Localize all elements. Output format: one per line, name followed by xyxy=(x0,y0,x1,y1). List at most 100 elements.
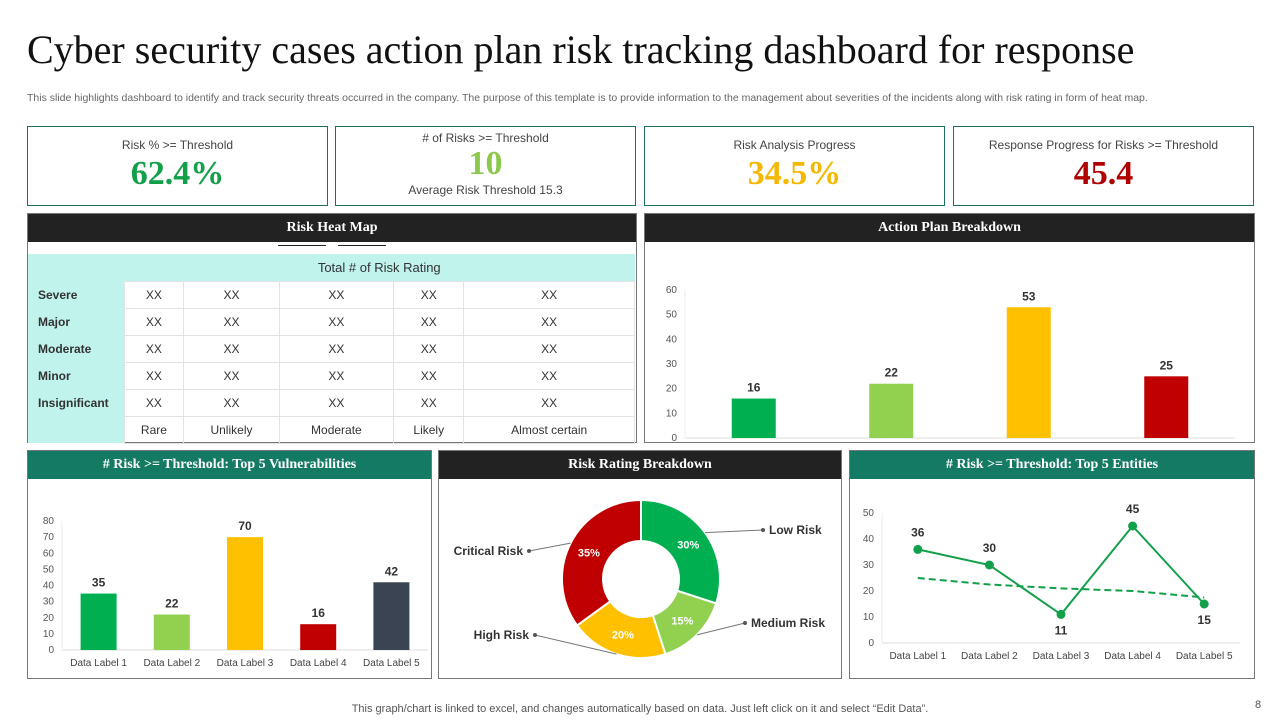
heatmap-cell: XX xyxy=(183,334,280,363)
panel-title: # Risk >= Threshold: Top 5 Vulnerabiliti… xyxy=(28,451,431,479)
column-label: Likely xyxy=(393,415,465,444)
x-tick-label: Data Label 2 xyxy=(961,651,1018,662)
bar xyxy=(227,537,263,650)
data-label: 11 xyxy=(1055,623,1068,637)
data-label: 15 xyxy=(1198,613,1212,627)
y-tick-label: 70 xyxy=(43,532,55,543)
data-label: 53 xyxy=(1022,289,1036,303)
y-tick-label: 0 xyxy=(671,433,677,442)
kpi-label: # of Risks >= Threshold xyxy=(422,131,549,145)
slice-value-label: 30% xyxy=(677,540,699,552)
leader-line xyxy=(528,542,571,552)
heatmap-cell: XX xyxy=(278,307,395,336)
heatmap-cell: XX xyxy=(393,361,465,390)
heatmap-cell: XX xyxy=(393,334,465,363)
heatmap-row: Insignificant XX XX XX XX XX xyxy=(28,388,635,417)
panel-title: Action Plan Breakdown xyxy=(645,214,1254,242)
action-plan-panel: Action Plan Breakdown 010203040506016Pre… xyxy=(644,213,1255,457)
series-line xyxy=(917,524,1205,616)
data-label: 30 xyxy=(983,541,997,555)
x-tick-label: Data Label 1 xyxy=(70,658,127,669)
y-tick-label: 20 xyxy=(863,586,875,597)
y-tick-label: 30 xyxy=(863,560,875,571)
panel-title: Risk Rating Breakdown xyxy=(439,451,841,479)
y-tick-label: 0 xyxy=(48,645,54,656)
leader-line xyxy=(534,634,617,655)
kpi-label: Response Progress for Risks >= Threshold xyxy=(988,138,1219,152)
donut-slice xyxy=(561,498,642,627)
data-point xyxy=(1199,599,1209,609)
heatmap-cell: XX xyxy=(393,280,465,309)
row-label: Major xyxy=(28,308,124,335)
heatmap-cell: XX xyxy=(278,334,395,363)
data-point xyxy=(913,544,923,554)
bar xyxy=(80,593,117,650)
bar xyxy=(1144,376,1189,438)
column-label: Unlikely xyxy=(183,415,280,444)
kpi-value: 62.4% xyxy=(130,155,225,192)
leader-dot xyxy=(743,621,747,625)
leader-line xyxy=(696,622,746,636)
heatmap-cell: XX xyxy=(463,307,635,336)
kpi-value: 34.5% xyxy=(747,155,842,192)
y-tick-label: 10 xyxy=(863,612,875,623)
heatmap-cell: XX xyxy=(278,361,395,390)
x-tick-label: Data Label 5 xyxy=(1176,651,1233,662)
kpi-label: Risk % >= Threshold xyxy=(121,138,234,152)
page-subtitle: This slide highlights dashboard to ident… xyxy=(27,92,1148,104)
vulnerabilities-chart: 0 10 20 30 40 50 60 70 80 35 Data Label 1 22 Data La… xyxy=(43,516,428,669)
slice-category-label: High Risk xyxy=(474,628,530,642)
y-tick-label: 50 xyxy=(666,310,678,321)
y-tick-label: 30 xyxy=(43,597,55,608)
heatmap-cell: XX xyxy=(123,334,185,363)
y-tick-label: 80 xyxy=(43,516,55,527)
action-plan-chart: 010203040506016Preferred22Implemented53P… xyxy=(666,285,1235,457)
y-tick-label: 10 xyxy=(666,408,678,419)
leader-line xyxy=(704,529,764,534)
page-number: 8 xyxy=(1255,699,1262,711)
data-label: 22 xyxy=(165,597,179,611)
y-tick-label: 60 xyxy=(43,548,55,559)
y-tick-label: 40 xyxy=(863,534,875,545)
bar xyxy=(731,398,776,438)
heatmap-cell: XX xyxy=(183,307,280,336)
donut-slice xyxy=(640,498,721,605)
heatmap-cell: XX xyxy=(278,388,395,417)
data-point xyxy=(1128,521,1138,531)
bar xyxy=(300,624,337,650)
bar xyxy=(373,582,410,650)
y-tick-label: 50 xyxy=(863,508,875,519)
y-tick-label: 10 xyxy=(43,629,55,640)
y-tick-label: 20 xyxy=(666,384,678,395)
bar xyxy=(869,383,914,438)
column-label: Almost certain xyxy=(463,415,635,444)
data-label: 16 xyxy=(747,381,761,395)
heatmap-cell: XX xyxy=(183,280,280,309)
kpi-value: 45.4 xyxy=(1073,155,1134,192)
slice-value-label: 35% xyxy=(578,547,600,559)
row-label: Insignificant xyxy=(28,389,124,416)
kpi-risk-count: # of Risks >= Threshold 10 Average Risk … xyxy=(335,126,636,206)
x-tick-label: Data Label 5 xyxy=(363,658,420,669)
data-label: 25 xyxy=(1160,358,1174,372)
heatmap-table: Total # of Risk Rating Severe XX XX XX XX XX M… xyxy=(28,254,635,444)
risk-rating-panel: Risk Rating Breakdown 30% Low Risk 15% Medi… xyxy=(438,450,842,679)
x-tick-label: Data Label 2 xyxy=(143,658,200,669)
x-tick-label: Data Label 3 xyxy=(1033,651,1090,662)
footer-note: This graph/chart is linked to excel, and… xyxy=(351,703,929,715)
heatmap-row: Minor XX XX XX XX XX xyxy=(28,361,635,390)
kpi-response-progress: Response Progress for Risks >= Threshold… xyxy=(953,126,1254,206)
row-label: Moderate xyxy=(28,335,124,362)
x-tick-label: Data Label 4 xyxy=(290,658,347,669)
heatmap-cell: XX xyxy=(183,388,280,417)
y-tick-label: 0 xyxy=(868,638,874,649)
heatmap-row: Moderate XX XX XX XX XX xyxy=(28,334,635,363)
heatmap-panel: Risk Heat Map Total # of Risk Rating Sev… xyxy=(27,213,637,444)
heatmap-cell: XX xyxy=(123,361,185,390)
vulnerabilities-panel: # Risk >= Threshold: Top 5 Vulnerabiliti… xyxy=(27,450,432,679)
heatmap-cell: XX xyxy=(463,280,635,309)
slice-category-label: Medium Risk xyxy=(751,616,825,630)
risk-rating-chart: 30% Low Risk 15% Medium Risk 20% High Risk 35%… xyxy=(454,498,825,659)
data-point xyxy=(1056,609,1066,619)
x-tick-label: Data Label 3 xyxy=(217,658,274,669)
